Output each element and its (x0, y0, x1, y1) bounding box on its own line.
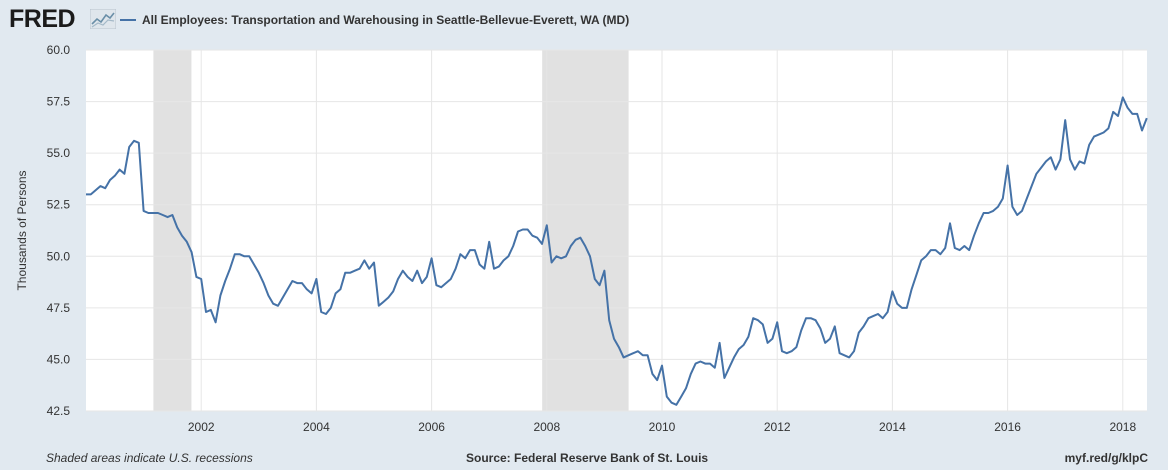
x-tick-label: 2012 (764, 420, 791, 434)
gridlines (86, 49, 1147, 412)
y-tick-label: 47.5 (47, 301, 71, 315)
y-tick-label: 52.5 (47, 198, 71, 212)
series-line[interactable] (86, 96, 1148, 406)
y-axis-label: Thousands of Persons (15, 170, 29, 290)
y-tick-label: 55.0 (47, 146, 71, 160)
x-tick-label: 2018 (1109, 420, 1136, 434)
fred-logo[interactable]: FRED (9, 5, 76, 33)
x-tick-label: 2008 (533, 420, 560, 434)
y-tick-label: 50.0 (47, 249, 71, 263)
x-tick-label: 2016 (994, 420, 1021, 434)
recession-band-2 (542, 50, 629, 411)
source-note: Source: Federal Reserve Bank of St. Loui… (466, 451, 709, 465)
legend-line-swatch (120, 19, 136, 21)
recession-band-1 (153, 50, 192, 411)
x-tick-label: 2010 (649, 420, 676, 434)
y-tick-label: 42.5 (47, 404, 71, 418)
chart-header: FRED All Employees: Transportation and W… (0, 0, 1168, 40)
fred-logo-graph-icon (90, 9, 116, 29)
x-tick-label: 2004 (303, 420, 330, 434)
recession-shading (153, 50, 629, 411)
y-tick-label: 60.0 (47, 43, 71, 57)
recession-note: Shaded areas indicate U.S. recessions (46, 451, 253, 465)
legend-label: All Employees: Transportation and Wareho… (142, 13, 630, 27)
legend[interactable]: All Employees: Transportation and Wareho… (120, 13, 629, 27)
y-tick-label: 45.0 (47, 352, 71, 366)
x-tick-label: 2006 (418, 420, 445, 434)
x-tick-label: 2014 (879, 420, 906, 434)
y-tick-label: 57.5 (47, 95, 71, 109)
x-axis-ticks: 2002 2004 2006 2008 2010 2012 2014 2016 2018 (188, 420, 1137, 434)
x-tick-label: 2002 (188, 420, 215, 434)
short-url[interactable]: myf.red/g/klpC (1064, 451, 1148, 465)
chart-area: 42.545.047.550.052.555.057.560.0 2002 200… (15, 43, 1148, 434)
y-axis-ticks: 42.5 45.0 47.5 50.0 52.5 55.0 57.5 60.0 (47, 43, 71, 418)
